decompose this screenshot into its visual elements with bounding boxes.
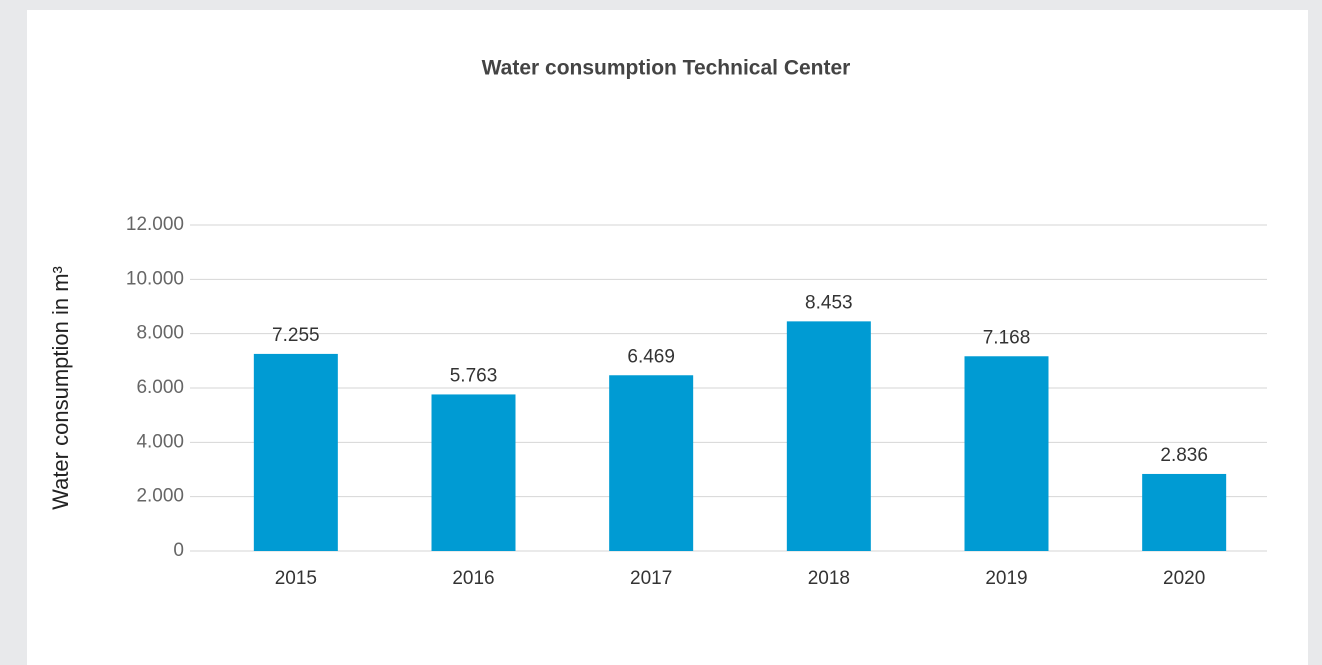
x-tick-label: 2019 xyxy=(985,568,1027,589)
data-label: 7.168 xyxy=(983,327,1031,348)
y-axis-label: Water consumption in m³ xyxy=(48,266,73,510)
x-tick-label: 2018 xyxy=(808,568,850,589)
bar xyxy=(1142,473,1227,551)
y-tick-label: 2.000 xyxy=(136,486,184,507)
y-tick-label: 6.000 xyxy=(136,377,184,398)
data-label: 8.453 xyxy=(805,292,853,313)
data-label: 6.469 xyxy=(627,346,675,367)
data-label: 2.836 xyxy=(1160,445,1208,466)
y-tick-label: 8.000 xyxy=(136,323,184,344)
x-tick-label: 2017 xyxy=(630,568,672,589)
data-label: 7.255 xyxy=(272,325,320,346)
bar xyxy=(609,375,694,551)
data-label: 5.763 xyxy=(450,365,498,386)
bar xyxy=(253,353,338,551)
x-tick-label: 2020 xyxy=(1163,568,1205,589)
y-tick-label: 4.000 xyxy=(136,431,184,452)
card xyxy=(27,10,1308,665)
chart-title: Water consumption Technical Center xyxy=(482,57,851,80)
y-tick-label: 0 xyxy=(173,540,184,561)
bar xyxy=(964,356,1049,551)
x-tick-label: 2016 xyxy=(452,568,494,589)
bar xyxy=(431,394,516,551)
bar xyxy=(786,321,871,551)
x-tick-label: 2015 xyxy=(275,568,317,589)
y-tick-label: 12.000 xyxy=(126,214,184,235)
y-tick-label: 10.000 xyxy=(126,268,184,289)
